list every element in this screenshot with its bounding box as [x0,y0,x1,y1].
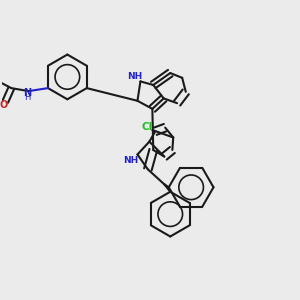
Text: O: O [0,100,8,110]
Text: NH: NH [123,156,139,165]
Text: N: N [23,88,31,98]
Text: NH: NH [127,72,142,81]
Text: Cl: Cl [141,122,153,132]
Text: H: H [24,93,30,102]
